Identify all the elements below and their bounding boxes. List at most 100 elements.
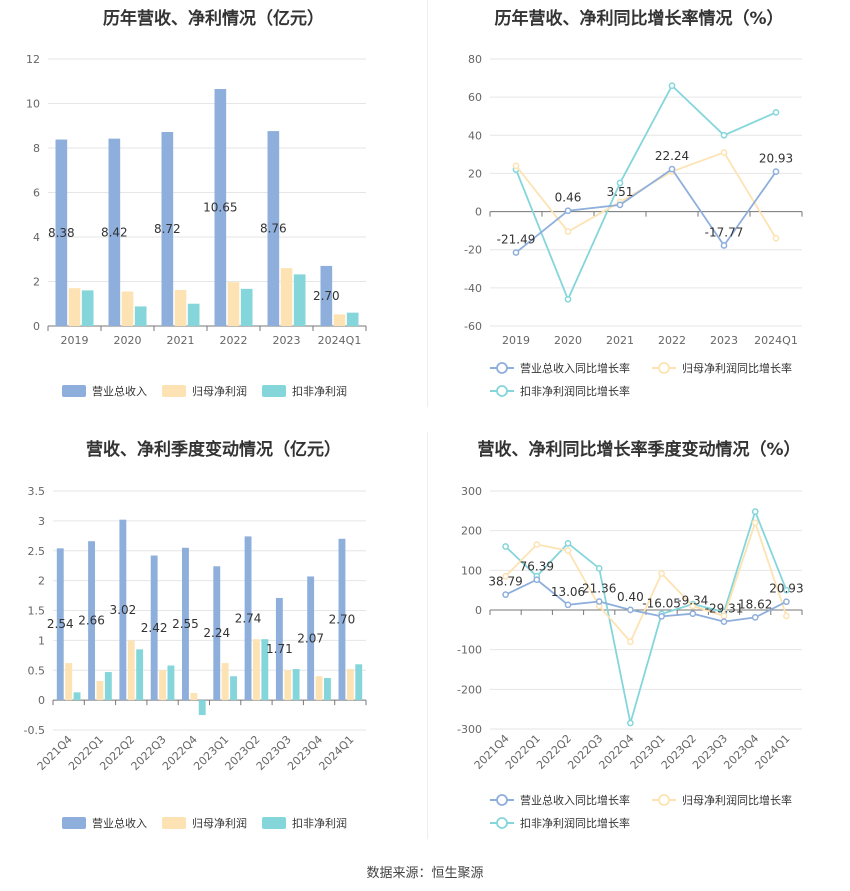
chart-svg: -0.500.511.522.533.52021Q42022Q12022Q220… xyxy=(24,485,367,830)
legend-swatch xyxy=(262,385,286,397)
line-point xyxy=(627,638,634,646)
y-tick-label: 12 xyxy=(26,53,40,66)
line-point xyxy=(689,610,697,618)
legend-label: 归母净利润同比增长率 xyxy=(682,361,792,375)
data-label: 18.62 xyxy=(738,597,772,611)
y-tick-label: 40 xyxy=(468,129,482,142)
bar-net-profit xyxy=(333,314,346,326)
bar-deducted-profit xyxy=(167,665,175,701)
chart-quarterly-growth: 营收、净利同比增长率季度变动情况（%） -300 -200 -100 0 100 200 3… xyxy=(428,430,850,850)
bar-revenue xyxy=(56,548,64,701)
bar-revenue xyxy=(320,265,333,326)
x-tick-label: 2023 xyxy=(273,334,301,347)
line-point xyxy=(668,165,676,173)
data-label: 10.65 xyxy=(203,201,237,215)
data-label: 22.24 xyxy=(655,149,689,163)
bar-revenue xyxy=(119,519,127,701)
line-point xyxy=(772,234,780,242)
data-label: 2.54 xyxy=(47,617,74,631)
x-tick-label: 2024Q1 xyxy=(316,733,356,773)
bar-deducted-profit xyxy=(293,274,306,326)
bar-net-profit xyxy=(65,663,73,701)
legend-swatch xyxy=(162,385,186,397)
bar-revenue xyxy=(338,538,346,701)
x-tick-label: 2021 xyxy=(606,334,634,347)
line-point xyxy=(720,149,728,156)
line-point xyxy=(512,249,520,256)
line-point xyxy=(564,295,572,303)
data-label: 76.39 xyxy=(520,560,554,574)
line-series xyxy=(505,578,787,623)
line-point xyxy=(564,547,572,554)
x-tick-label: 2021 xyxy=(167,334,195,347)
y-tick-label: 0 xyxy=(475,206,482,219)
line-point xyxy=(783,598,790,606)
bar-deducted-profit xyxy=(355,664,363,701)
y-tick-label: 1 xyxy=(38,634,45,647)
chart-svg: -60 -40 -20 0 20 40 60 80 2019 2020 2021 2022 2023 20… xyxy=(464,53,803,398)
line-point xyxy=(533,541,541,548)
line-point xyxy=(720,131,728,139)
y-tick-label: 0 xyxy=(38,694,45,707)
legend-swatch xyxy=(262,817,286,829)
bar-deducted-profit xyxy=(240,288,253,326)
data-label: 2.66 xyxy=(78,614,105,628)
y-tick-label: -40 xyxy=(464,282,482,295)
bar-deducted-profit xyxy=(230,676,237,701)
x-tick-label: 2019 xyxy=(61,334,89,347)
chart-quarterly-revenue-profit: 营收、净利季度变动情况（亿元） -0.5 0 0.5 1 1.5 2 2.5 3 3.5 2021… xyxy=(0,430,427,850)
bar-net-profit xyxy=(284,670,292,701)
line-point xyxy=(564,207,572,215)
x-tick-label: 2024Q1 xyxy=(318,334,362,347)
x-tick-label: 2023 xyxy=(710,334,738,347)
bar-net-profit xyxy=(174,289,187,326)
bar-deducted-profit xyxy=(346,312,359,326)
legend-label: 营业总收入 xyxy=(92,384,147,398)
bar-revenue xyxy=(267,131,280,326)
line-point xyxy=(751,614,759,621)
line-series xyxy=(504,519,788,644)
line-point xyxy=(627,606,634,614)
bar-deducted-profit xyxy=(292,669,300,701)
x-tick-label: 2020 xyxy=(554,334,582,347)
legend-marker xyxy=(496,794,508,806)
line-series xyxy=(515,167,777,254)
bar-revenue xyxy=(161,131,174,326)
legend-label: 归母净利润 xyxy=(192,384,247,398)
line-point xyxy=(502,591,509,598)
bar-net-profit xyxy=(315,676,323,701)
data-label: 8.72 xyxy=(154,222,181,236)
data-label: -21.49 xyxy=(497,233,536,247)
line-point xyxy=(720,618,728,625)
y-tick-label: 2.5 xyxy=(28,545,46,558)
bar-revenue xyxy=(275,597,283,701)
data-label: 8.38 xyxy=(48,226,75,240)
legend-label: 归母净利润 xyxy=(192,816,247,830)
legend-label: 扣非净利润 xyxy=(292,384,347,398)
chart-title: 历年营收、净利情况（亿元） xyxy=(103,9,324,29)
chart-title: 历年营收、净利同比增长率情况（%） xyxy=(494,9,784,29)
y-tick-label: 2 xyxy=(33,276,40,289)
bar-deducted-profit xyxy=(198,700,206,716)
x-tick-label: 2020 xyxy=(114,334,142,347)
line-point xyxy=(616,179,624,187)
data-label: 2.55 xyxy=(172,617,199,631)
y-tick-label: 100 xyxy=(461,564,482,577)
y-tick-label: 0.5 xyxy=(28,664,46,677)
legend-label: 营业总收入同比增长率 xyxy=(520,793,630,807)
data-label: 2.07 xyxy=(297,631,324,645)
legend-label: 扣非净利润同比增长率 xyxy=(520,384,630,398)
bar-net-profit xyxy=(227,282,240,326)
legend-label: 营业总收入 xyxy=(92,816,147,830)
y-tick-label: 300 xyxy=(461,485,482,498)
bar-deducted-profit xyxy=(73,692,81,701)
line-point xyxy=(502,572,509,580)
legend-swatch xyxy=(62,817,86,829)
y-tick-label: 1.5 xyxy=(28,605,46,618)
y-tick-label: 0 xyxy=(475,604,482,617)
data-label: -9.34 xyxy=(677,594,708,608)
line-point xyxy=(783,586,790,594)
data-label: 2.70 xyxy=(329,612,356,626)
data-label: 0.46 xyxy=(555,191,582,205)
bar-revenue xyxy=(55,139,68,326)
